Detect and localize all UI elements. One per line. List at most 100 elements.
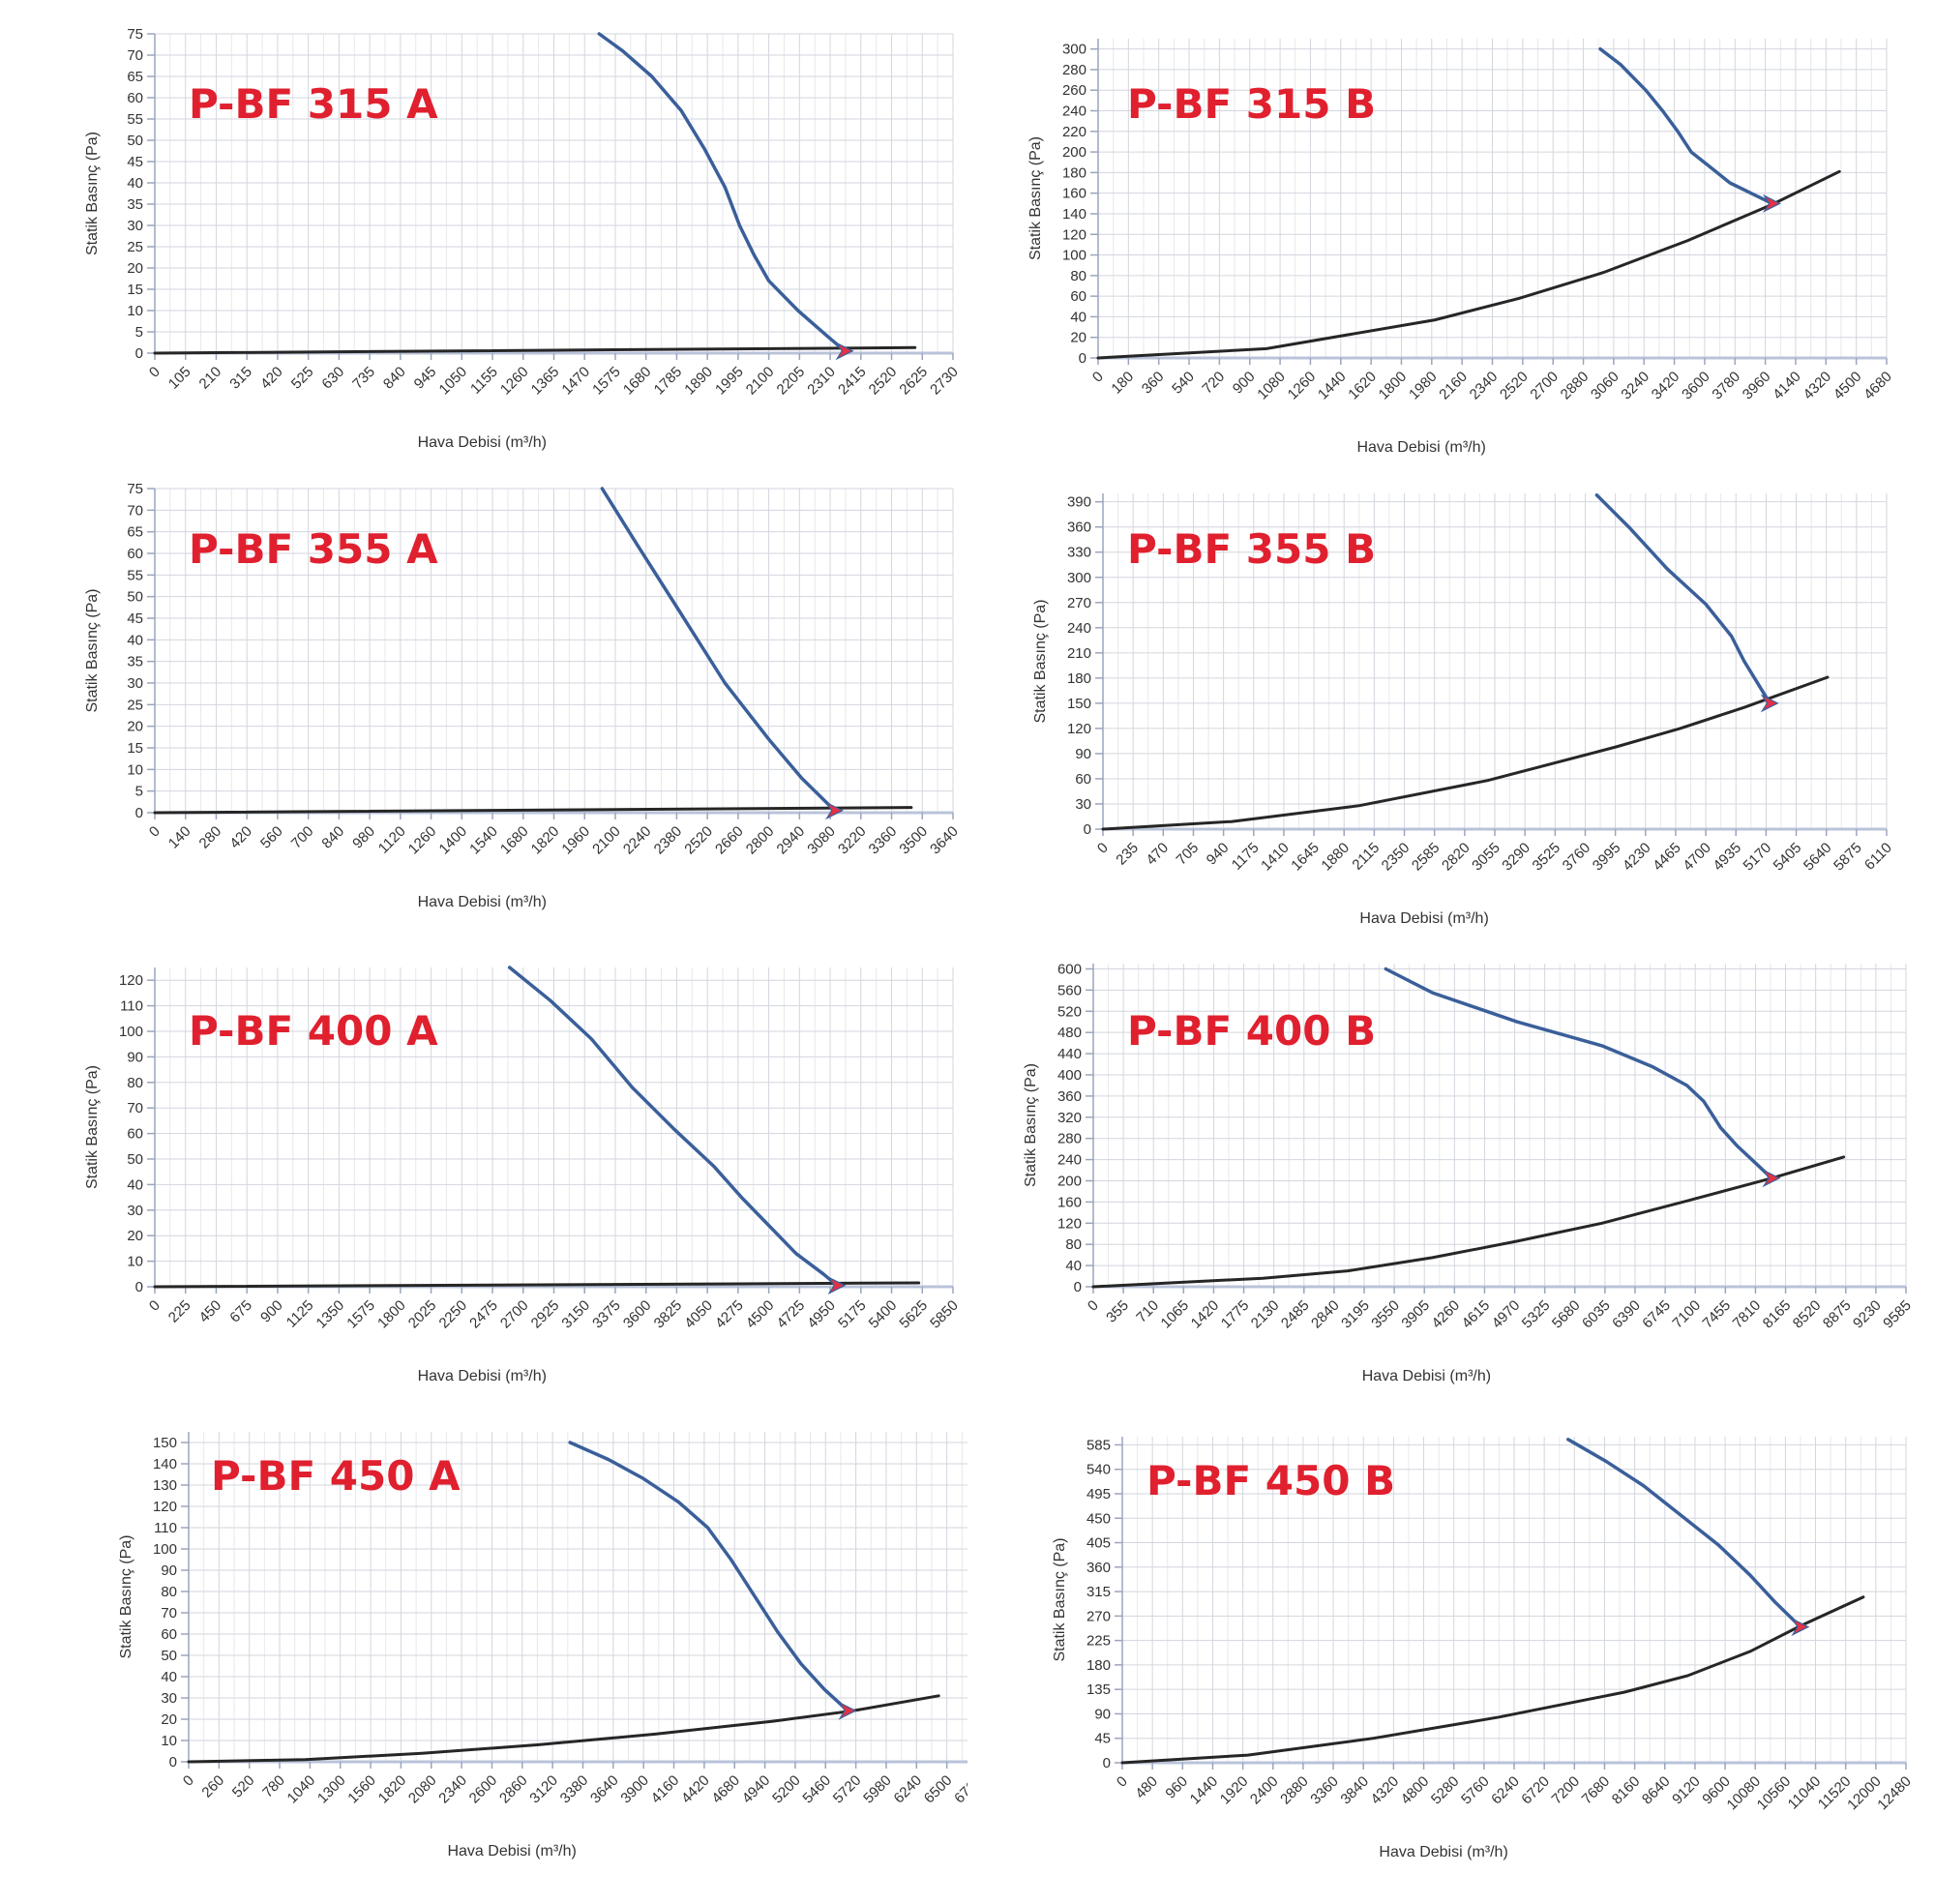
x-tick-label: 6390 <box>1609 1297 1644 1332</box>
x-tick-label: 3995 <box>1590 840 1624 875</box>
x-tick-label: 1995 <box>712 364 747 399</box>
x-tick-label: 1175 <box>1229 840 1263 874</box>
x-tick-label: 4230 <box>1620 840 1654 875</box>
y-tick-label: 50 <box>127 133 143 149</box>
system-curve <box>1101 675 1830 831</box>
x-tick-label: 5400 <box>866 1297 901 1332</box>
y-tick-label: 25 <box>127 697 143 713</box>
y-tick-label: 120 <box>119 972 143 989</box>
x-tick-label: 420 <box>257 364 286 393</box>
x-tick-label: 3220 <box>835 823 870 858</box>
fan-curve <box>568 1441 849 1712</box>
x-tick-label: 180 <box>1108 369 1137 398</box>
y-tick-label: 240 <box>1057 1152 1082 1169</box>
y-tick-label: 480 <box>1057 1025 1082 1041</box>
x-tick-label: 1300 <box>314 1772 349 1807</box>
x-tick-label: 105 <box>165 364 194 393</box>
x-tick-label: 1920 <box>1217 1773 1252 1808</box>
y-tick-label: 10 <box>127 1254 143 1270</box>
y-tick-label: 90 <box>1094 1706 1111 1722</box>
y-tick-label: 100 <box>1062 248 1087 264</box>
x-tick-label: 5625 <box>896 1297 931 1332</box>
x-tick-label: 1420 <box>1188 1297 1223 1332</box>
x-tick-label: 4700 <box>1680 840 1714 875</box>
y-axis-title: Statik Basınç (Pa) <box>84 1065 101 1189</box>
y-tick-label: 70 <box>161 1605 177 1621</box>
x-tick-label: 4970 <box>1489 1297 1524 1332</box>
y-tick-label: 35 <box>127 196 143 213</box>
x-tick-label: 3375 <box>589 1297 624 1332</box>
x-tick-label: 960 <box>1162 1773 1191 1802</box>
y-tick-label: 10 <box>127 761 143 778</box>
x-tick-label: 3290 <box>1499 840 1533 875</box>
x-tick-label: 560 <box>257 823 286 852</box>
y-axis-title: Statik Basınç (Pa) <box>1023 1063 1039 1187</box>
y-tick-label: 400 <box>1057 1067 1082 1084</box>
x-tick-label: 0 <box>1089 369 1107 386</box>
x-tick-label: 4680 <box>1861 369 1895 403</box>
chart-title: P-BF 400 A <box>189 1007 438 1055</box>
y-tick-label: 0 <box>169 1754 177 1770</box>
x-tick-label: 4800 <box>1398 1773 1433 1808</box>
x-tick-label: 2800 <box>743 823 778 858</box>
y-tick-label: 280 <box>1057 1131 1082 1147</box>
y-tick-label: 0 <box>1079 350 1087 367</box>
y-tick-label: 360 <box>1087 1560 1111 1576</box>
y-tick-label: 140 <box>1062 206 1087 223</box>
y-tick-label: 5 <box>135 324 143 341</box>
y-tick-label: 560 <box>1057 982 1082 998</box>
fan-curve <box>597 32 847 353</box>
x-tick-label: 780 <box>259 1772 288 1801</box>
x-tick-label: 1540 <box>466 823 501 858</box>
y-tick-label: 70 <box>127 502 143 519</box>
x-tick-label: 1620 <box>1345 369 1380 403</box>
x-tick-label: 2380 <box>651 823 686 858</box>
y-tick-label: 80 <box>1070 268 1087 284</box>
chart-title: P-BF 450 B <box>1146 1457 1395 1504</box>
x-tick-label: 3640 <box>587 1772 622 1807</box>
x-tick-label: 9585 <box>1880 1297 1915 1332</box>
y-axis-title: Statik Basınç (Pa) <box>1052 1537 1068 1661</box>
x-tick-label: 3900 <box>617 1772 652 1807</box>
x-tick-label: 525 <box>288 364 317 393</box>
x-tick-label: 2415 <box>835 364 870 399</box>
y-tick-label: 90 <box>1075 746 1091 762</box>
x-tick-label: 1575 <box>589 364 624 399</box>
x-tick-label: 225 <box>165 1297 194 1326</box>
x-tick-label: 900 <box>1230 369 1259 398</box>
y-tick-label: 45 <box>127 154 143 170</box>
y-tick-label: 75 <box>127 484 143 497</box>
y-axis-title: Statik Basınç (Pa) <box>1032 599 1049 723</box>
y-tick-label: 540 <box>1087 1462 1111 1478</box>
system-curve <box>1096 169 1841 360</box>
x-tick-label: 2860 <box>496 1772 531 1807</box>
x-tick-label: 2880 <box>1277 1773 1312 1808</box>
y-tick-label: 15 <box>127 740 143 757</box>
x-tick-label: 1260 <box>405 823 440 858</box>
x-tick-label: 12000 <box>1844 1773 1885 1814</box>
x-tick-label: 1155 <box>467 364 501 398</box>
x-axis-title: Hava Debisi (m³/h) <box>1379 1844 1507 1860</box>
x-tick-label: 705 <box>1174 840 1203 869</box>
y-axis-title: Statik Basınç (Pa) <box>118 1534 134 1658</box>
y-tick-label: 110 <box>154 1520 177 1536</box>
operating-point <box>1762 193 1781 213</box>
x-tick-label: 1880 <box>1318 840 1353 875</box>
y-tick-label: 160 <box>1057 1194 1082 1210</box>
x-tick-label: 4615 <box>1459 1297 1494 1332</box>
x-tick-label: 4940 <box>739 1772 774 1807</box>
x-tick-label: 1440 <box>1315 369 1350 403</box>
x-tick-label: 140 <box>165 823 194 852</box>
x-tick-label: 1050 <box>436 364 471 399</box>
grid <box>1092 964 1907 1288</box>
x-tick-label: 2160 <box>1436 369 1471 403</box>
x-axis-title: Hava Debisi (m³/h) <box>1362 1368 1491 1384</box>
x-tick-label: 700 <box>288 823 317 852</box>
y-tick-label: 65 <box>127 69 143 85</box>
x-tick-label: 1350 <box>313 1297 348 1332</box>
x-tick-label: 4320 <box>1801 369 1835 403</box>
x-tick-label: 630 <box>318 364 347 393</box>
x-tick-label: 5460 <box>799 1772 834 1807</box>
y-tick-label: 320 <box>1057 1110 1082 1126</box>
